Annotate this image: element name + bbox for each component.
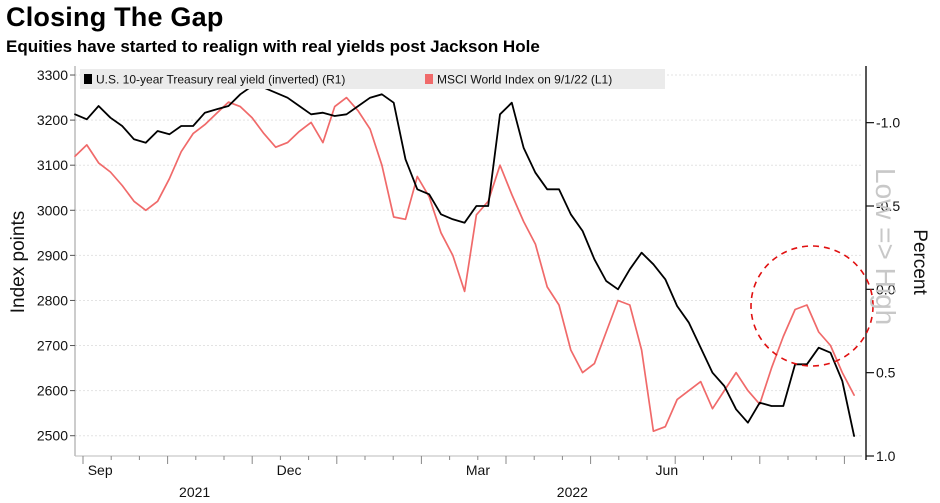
legend-swatch-real-yield [84, 74, 92, 84]
legend-swatch-msci [425, 74, 433, 84]
x-month-label-dec: Dec [277, 462, 302, 478]
low-high-annotation: Low => High [870, 168, 901, 325]
legend: U.S. 10-year Treasury real yield (invert… [80, 69, 665, 89]
series-layer [74, 85, 855, 437]
highlight-circle [750, 245, 874, 367]
series-line-msci-world [74, 96, 855, 433]
x-month-label-mar: Mar [466, 462, 490, 478]
left-axis: 2500 2600 2700 2800 2900 3000 3100 3200 3300 [37, 66, 76, 456]
x-axis: Sep Dec Mar Jun 2021 2022 [75, 455, 862, 500]
left-tick-label-2900: 2900 [37, 247, 68, 263]
left-tick-label-2700: 2700 [37, 338, 68, 354]
right-tick-label-4: -1.0 [876, 115, 900, 131]
right-tick-label-0: 1.0 [876, 448, 896, 464]
left-tick-label-3200: 3200 [37, 112, 68, 128]
chart-subtitle: Equities have started to realign with re… [6, 37, 540, 56]
right-axis: 1.0 0.5 0.0 -0.5 -1.0 [865, 66, 900, 464]
left-tick-label-2800: 2800 [37, 292, 68, 308]
right-tick-label-1: 0.5 [876, 365, 896, 381]
y-axis-label-left: Index points [8, 211, 29, 313]
x-year-label-2022: 2022 [557, 484, 588, 500]
right-tick-label-3: -0.5 [876, 198, 900, 214]
left-tick-label-2500: 2500 [37, 428, 68, 444]
legend-label-msci: MSCI World Index on 9/1/22 (L1) [437, 73, 612, 87]
series-line-real-yield [74, 85, 855, 437]
y-axis-label-right: Percent [909, 229, 930, 295]
x-month-label-sep: Sep [88, 462, 113, 478]
chart-title: Closing The Gap [6, 2, 224, 32]
left-tick-label-3300: 3300 [37, 67, 68, 83]
x-month-label-jun: Jun [656, 462, 679, 478]
right-tick-label-2: 0.0 [876, 281, 896, 297]
legend-background [80, 69, 665, 89]
left-tick-label-2600: 2600 [37, 383, 68, 399]
left-tick-label-3000: 3000 [37, 202, 68, 218]
x-year-label-2021: 2021 [179, 484, 210, 500]
legend-label-real-yield: U.S. 10-year Treasury real yield (invert… [96, 73, 345, 87]
left-tick-label-3100: 3100 [37, 157, 68, 173]
